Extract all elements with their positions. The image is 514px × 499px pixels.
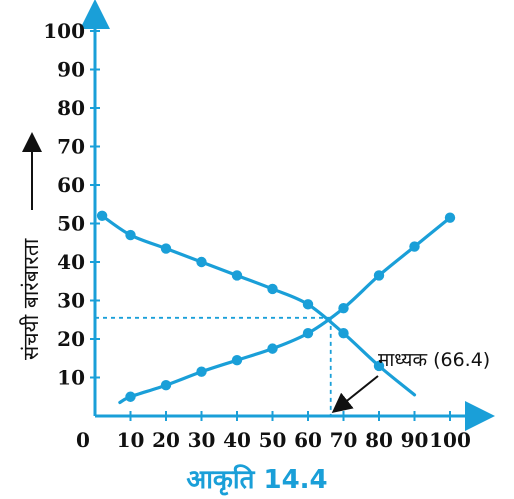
y-tick-label: 90 bbox=[57, 58, 85, 82]
data-point bbox=[125, 229, 136, 241]
data-point bbox=[96, 210, 108, 221]
x-ticks: 0 10 20 30 40 50 60 70 80 90 100 bbox=[76, 411, 471, 452]
data-point bbox=[338, 303, 349, 314]
x-tick-label: 50 bbox=[259, 428, 287, 452]
y-tick-label: 50 bbox=[57, 212, 85, 236]
y-tick-label: 20 bbox=[57, 327, 85, 351]
data-point bbox=[196, 256, 207, 268]
data-point bbox=[302, 299, 314, 310]
data-point bbox=[231, 270, 243, 281]
median-annotation: माध्यक (66.4) bbox=[378, 349, 490, 371]
x-tick-label: 10 bbox=[117, 428, 145, 452]
data-point bbox=[196, 366, 207, 377]
x-tick-label: 100 bbox=[429, 428, 471, 452]
x-tick-label: 80 bbox=[365, 428, 393, 452]
data-point bbox=[160, 380, 172, 391]
x-tick-label: 40 bbox=[223, 428, 251, 452]
x-tick-label: 30 bbox=[188, 428, 216, 452]
series-group bbox=[96, 210, 456, 405]
y-tick-label: 10 bbox=[57, 366, 85, 390]
x-tick-label: 60 bbox=[294, 428, 322, 452]
ogive-line-2 bbox=[100, 214, 417, 397]
y-tick-label: 40 bbox=[57, 250, 85, 274]
y-axis-label: संचयी बारंबारता bbox=[19, 238, 43, 360]
data-point bbox=[373, 270, 385, 281]
data-point bbox=[267, 283, 278, 295]
x-tick-label: 20 bbox=[152, 428, 180, 452]
data-point bbox=[302, 328, 314, 339]
data-point bbox=[373, 360, 385, 372]
data-point bbox=[231, 354, 243, 366]
data-point bbox=[338, 328, 349, 339]
data-point bbox=[267, 343, 278, 354]
data-point bbox=[409, 241, 420, 252]
figure-caption: आकृति 14.4 bbox=[186, 464, 327, 496]
data-point bbox=[444, 212, 456, 223]
x-tick-label: 0 bbox=[76, 428, 90, 452]
y-tick-label: 60 bbox=[57, 173, 85, 197]
y-axis-label-group: संचयी बारंबारता bbox=[19, 132, 43, 360]
data-point bbox=[160, 243, 172, 254]
y-ticks: 10 20 30 40 50 60 70 80 90 100 bbox=[43, 19, 100, 390]
y-tick-label: 30 bbox=[57, 289, 85, 313]
data-point bbox=[125, 391, 136, 402]
y-tick-label: 80 bbox=[57, 96, 85, 120]
y-tick-label: 100 bbox=[43, 19, 85, 43]
x-tick-label: 70 bbox=[330, 428, 358, 452]
median-annotation-arrow bbox=[331, 375, 379, 413]
y-tick-label: 70 bbox=[57, 135, 85, 159]
x-tick-label: 90 bbox=[401, 428, 429, 452]
